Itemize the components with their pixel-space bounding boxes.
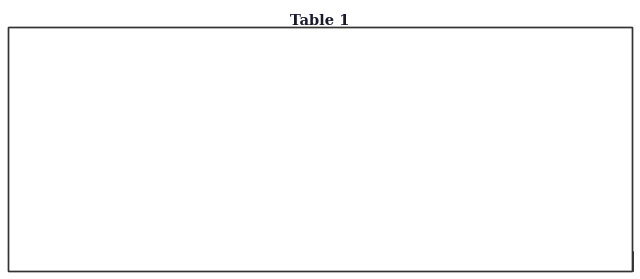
Bar bbox=[8, 227, 632, 251]
Text: Resident Evil 3: Resident Evil 3 bbox=[12, 211, 77, 220]
Text: Madden NFL 21: Madden NFL 21 bbox=[12, 68, 83, 77]
Bar bbox=[8, 109, 632, 132]
Text: $19.99: $19.99 bbox=[356, 187, 387, 196]
Text: Watch Dogs Legion: Watch Dogs Legion bbox=[12, 140, 95, 149]
Text: $44.12: $44.12 bbox=[497, 140, 528, 149]
Text: Wal-Mart: Wal-Mart bbox=[212, 40, 257, 49]
Text: +36%: +36% bbox=[581, 140, 607, 149]
Text: $39.99: $39.99 bbox=[155, 163, 185, 172]
Text: +57%: +57% bbox=[581, 163, 607, 172]
Text: $59.99: $59.99 bbox=[155, 68, 185, 77]
Text: Best Buy: Best Buy bbox=[349, 40, 393, 49]
Bar bbox=[8, 156, 632, 180]
Text: $28.89: $28.89 bbox=[220, 235, 250, 244]
Text: +171%: +171% bbox=[578, 116, 610, 125]
Text: MLB The Show 20: MLB The Show 20 bbox=[12, 187, 92, 196]
Text: $49.99: $49.99 bbox=[288, 140, 318, 149]
Text: +74%: +74% bbox=[579, 256, 609, 266]
Text: +87%: +87% bbox=[581, 211, 607, 220]
Text: $19.99: $19.99 bbox=[356, 116, 387, 125]
Text: $59.99: $59.99 bbox=[155, 92, 185, 101]
Text: $27.99: $27.99 bbox=[220, 211, 250, 220]
Text: $37.99: $37.99 bbox=[288, 92, 318, 101]
Text: $59.99: $59.99 bbox=[356, 92, 386, 101]
Text: $59.99: $59.99 bbox=[421, 92, 451, 101]
Text: +12%: +12% bbox=[581, 92, 607, 101]
Text: $29.16: $29.16 bbox=[421, 68, 451, 77]
Bar bbox=[8, 61, 632, 85]
Text: $59.99: $59.99 bbox=[155, 211, 185, 220]
Text: $36.49: $36.49 bbox=[220, 140, 250, 149]
Text: $19.99: $19.99 bbox=[356, 68, 387, 77]
Bar bbox=[8, 203, 632, 227]
Text: $13.99: $13.99 bbox=[497, 187, 527, 196]
Text: NBA 2K21: NBA 2K21 bbox=[12, 116, 58, 125]
Text: $53.62: $53.62 bbox=[497, 92, 527, 101]
Text: $25.00: $25.00 bbox=[421, 235, 451, 244]
Text: PS Store: PS Store bbox=[149, 40, 191, 49]
Text: $16.97: $16.97 bbox=[421, 187, 451, 196]
Text: $22.17: $22.17 bbox=[497, 116, 528, 125]
Text: $19.99: $19.99 bbox=[356, 235, 387, 244]
Text: +131%: +131% bbox=[578, 235, 610, 244]
Text: $19.98: $19.98 bbox=[220, 68, 250, 77]
Bar bbox=[8, 132, 632, 156]
Text: $19.99: $19.99 bbox=[155, 187, 185, 196]
Text: $24.99: $24.99 bbox=[356, 163, 386, 172]
Text: +147%: +147% bbox=[578, 68, 610, 77]
Text: Price Δ on
PS Store: Price Δ on PS Store bbox=[570, 34, 619, 54]
Text: $34.99: $34.99 bbox=[288, 211, 318, 220]
Text: $59.99: $59.99 bbox=[155, 235, 185, 244]
Text: $59.99: $59.99 bbox=[155, 140, 185, 149]
Text: $59.99: $59.99 bbox=[356, 140, 386, 149]
Text: Non-PS Store
Average: Non-PS Store Average bbox=[480, 34, 545, 54]
Text: $59.99: $59.99 bbox=[155, 116, 185, 125]
Text: $30.00: $30.00 bbox=[421, 140, 451, 149]
Text: $29.00: $29.00 bbox=[220, 163, 250, 172]
Text: +43%: +43% bbox=[581, 187, 607, 196]
Text: $27.99: $27.99 bbox=[288, 68, 318, 77]
Bar bbox=[8, 27, 632, 271]
Text: $19.99: $19.99 bbox=[421, 116, 451, 125]
Text: Table 1: Table 1 bbox=[291, 14, 349, 28]
Text: $22.99: $22.99 bbox=[288, 163, 318, 172]
Text: Amazon: Amazon bbox=[417, 40, 455, 49]
Text: Game: Game bbox=[59, 40, 86, 49]
Text: $25.49: $25.49 bbox=[497, 163, 527, 172]
Text: $32.12: $32.12 bbox=[497, 211, 527, 220]
Text: Average Price Δ on PS Store:: Average Price Δ on PS Store: bbox=[408, 256, 554, 266]
Text: $8.99: $8.99 bbox=[291, 187, 316, 196]
Bar bbox=[8, 27, 632, 61]
Text: $39.99: $39.99 bbox=[356, 211, 386, 220]
Bar bbox=[8, 27, 632, 271]
Bar bbox=[8, 85, 632, 109]
Text: Marvel's Avengers: Marvel's Avengers bbox=[12, 163, 93, 172]
Text: Ghost of Tsushima: Ghost of Tsushima bbox=[12, 92, 92, 101]
Text: $24.28: $24.28 bbox=[497, 68, 528, 77]
Text: NHL 21: NHL 21 bbox=[12, 235, 47, 244]
Bar bbox=[8, 251, 632, 271]
Text: $25.97: $25.97 bbox=[497, 235, 527, 244]
Bar bbox=[556, 252, 632, 270]
Text: $56.50: $56.50 bbox=[220, 92, 250, 101]
Bar bbox=[8, 180, 632, 203]
Text: $29.99: $29.99 bbox=[288, 235, 318, 244]
Text: $25.50: $25.50 bbox=[421, 211, 451, 220]
Text: $24.99: $24.99 bbox=[421, 163, 451, 172]
Text: $9.99: $9.99 bbox=[223, 187, 248, 196]
Text: $18.99: $18.99 bbox=[288, 116, 318, 125]
Text: GameStop: GameStop bbox=[278, 40, 328, 49]
Text: $29.72: $29.72 bbox=[220, 116, 250, 125]
